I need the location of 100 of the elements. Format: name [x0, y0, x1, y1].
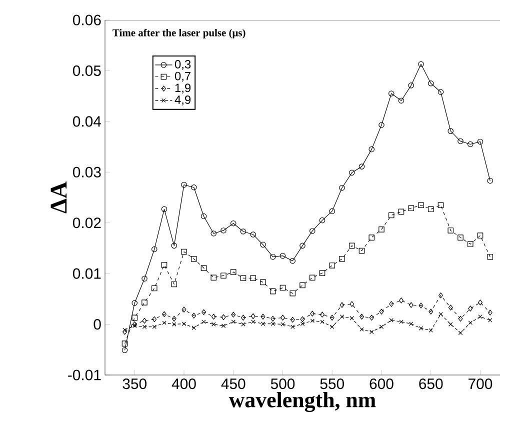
point — [290, 290, 296, 296]
point — [152, 324, 157, 329]
point — [260, 322, 266, 326]
point — [122, 328, 127, 332]
point — [389, 318, 394, 322]
point — [467, 241, 474, 248]
point — [339, 256, 345, 262]
point — [428, 206, 434, 212]
y-tick-label: 0.02 — [72, 218, 101, 228]
point — [358, 164, 365, 170]
point — [210, 230, 217, 236]
legend-title: Time after the laser pulse (μs) — [112, 28, 246, 38]
point — [132, 300, 138, 306]
y-tick-label: 0.04 — [72, 116, 102, 127]
x-tick-label: 400 — [172, 378, 196, 390]
point — [211, 322, 216, 326]
point — [487, 254, 494, 260]
legend-label: 0,7 — [174, 72, 191, 82]
point — [151, 285, 158, 292]
point — [172, 316, 176, 322]
point — [378, 122, 384, 128]
point — [231, 320, 236, 324]
point — [398, 208, 404, 215]
x-tick-label: 500 — [270, 378, 295, 390]
point — [142, 276, 148, 282]
x-tick-label: 650 — [419, 378, 443, 390]
point — [122, 340, 128, 346]
point — [488, 318, 492, 322]
point — [220, 272, 226, 278]
point — [399, 320, 404, 324]
x-tick-label: 600 — [370, 378, 394, 390]
point — [270, 254, 276, 260]
point — [182, 306, 186, 312]
point — [330, 314, 334, 321]
point — [360, 327, 364, 332]
point — [350, 316, 354, 320]
x-tick-label: 450 — [221, 378, 246, 390]
point — [340, 314, 344, 319]
point — [477, 138, 484, 145]
point — [181, 248, 187, 255]
point — [488, 310, 492, 316]
point — [270, 322, 276, 326]
point — [478, 300, 482, 306]
point — [448, 304, 453, 310]
point — [418, 202, 424, 208]
point — [231, 312, 236, 318]
y-tick-label: 0 — [94, 318, 101, 330]
point — [408, 82, 414, 88]
point — [428, 308, 434, 314]
point — [280, 284, 286, 291]
point — [190, 184, 197, 190]
point — [458, 316, 463, 322]
point — [477, 232, 484, 238]
legend-label: 4,9 — [174, 95, 191, 106]
point — [458, 234, 464, 240]
point — [468, 306, 473, 312]
point — [200, 265, 207, 271]
point — [132, 324, 137, 328]
point — [230, 220, 236, 226]
point — [290, 324, 295, 329]
y-tick-label: 0.06 — [72, 14, 101, 26]
x-tick-label: 700 — [468, 378, 492, 390]
point — [348, 170, 355, 176]
point — [202, 320, 206, 324]
point — [339, 184, 345, 191]
point — [142, 318, 147, 324]
point — [319, 270, 326, 276]
point — [250, 320, 256, 324]
point — [428, 80, 434, 86]
point — [142, 324, 147, 329]
point — [458, 330, 463, 336]
point — [448, 228, 454, 234]
point — [368, 234, 375, 240]
point — [172, 322, 176, 326]
point — [428, 328, 434, 333]
point — [418, 61, 424, 68]
x-tick-label: 350 — [122, 378, 146, 390]
x-axis-title: wavelength, nm — [228, 392, 376, 412]
point — [340, 302, 344, 308]
point — [220, 228, 226, 234]
y-tick-label: 0.03 — [72, 166, 101, 178]
point — [171, 242, 178, 249]
point — [300, 242, 306, 249]
point — [230, 269, 236, 275]
point — [478, 314, 482, 319]
point — [260, 242, 266, 248]
point — [122, 329, 127, 335]
point — [418, 302, 424, 308]
point — [399, 298, 404, 304]
y-tick-label: -0.01 — [68, 370, 101, 380]
point — [369, 314, 374, 321]
point — [181, 182, 187, 188]
point — [192, 326, 196, 330]
point — [438, 89, 444, 95]
point — [221, 324, 226, 328]
point — [468, 320, 473, 325]
point — [260, 279, 266, 286]
point — [388, 212, 394, 218]
y-axis-title: ΔA — [50, 182, 67, 214]
point — [151, 246, 158, 252]
